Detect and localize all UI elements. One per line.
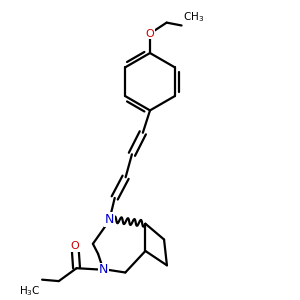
- Text: O: O: [146, 28, 154, 38]
- Text: N: N: [105, 213, 114, 226]
- Text: N: N: [99, 263, 109, 276]
- Text: H$_3$C: H$_3$C: [19, 284, 41, 298]
- Text: CH$_3$: CH$_3$: [183, 10, 204, 24]
- Text: O: O: [71, 241, 80, 251]
